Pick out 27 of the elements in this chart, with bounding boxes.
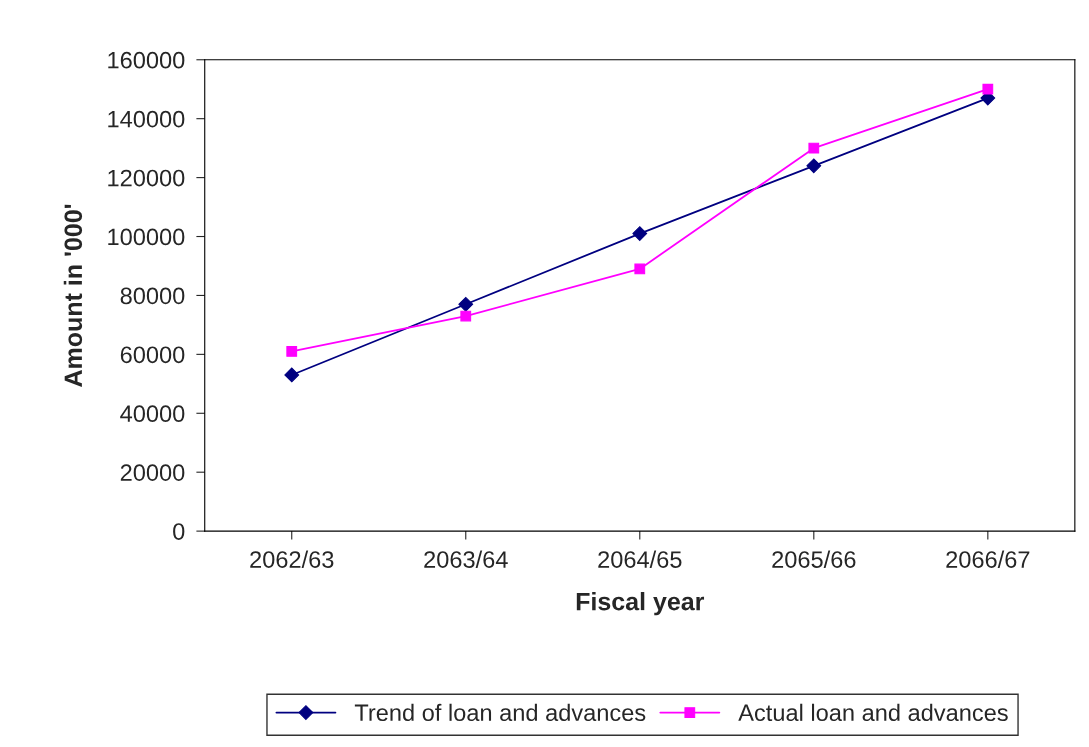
point xyxy=(632,226,648,241)
point xyxy=(634,263,646,275)
y-tick-label: 100000 xyxy=(108,228,185,246)
point xyxy=(808,142,820,154)
y-tick-label: 20000 xyxy=(120,464,185,481)
y-tick-label: 40000 xyxy=(120,405,185,423)
y-tick-label: 140000 xyxy=(108,110,185,128)
y-tick-label: 120000 xyxy=(108,169,185,187)
x-tick-label: 2065/66 xyxy=(772,550,856,568)
y-axis-title: Amount in '000' xyxy=(63,204,83,387)
y-tick-label: 160000 xyxy=(108,51,185,69)
y-tick-label: 0 xyxy=(173,523,185,540)
point xyxy=(982,83,994,95)
x-axis-title: Fiscal year xyxy=(576,592,705,616)
x-tick-label: 2066/67 xyxy=(946,550,1030,568)
point xyxy=(286,346,298,357)
point xyxy=(460,310,472,322)
legend-label: Actual loan and advances xyxy=(738,703,1008,722)
point xyxy=(284,367,300,383)
y-tick-label: 80000 xyxy=(120,287,185,305)
y-tick-label: 60000 xyxy=(120,346,185,364)
point xyxy=(458,296,474,312)
x-tick-label: 2062/63 xyxy=(250,550,334,568)
legend-label: Trend of loan and advances xyxy=(354,703,646,722)
point xyxy=(806,158,822,174)
x-tick-label: 2063/64 xyxy=(424,550,508,568)
x-tick-label: 2064/65 xyxy=(598,550,682,568)
